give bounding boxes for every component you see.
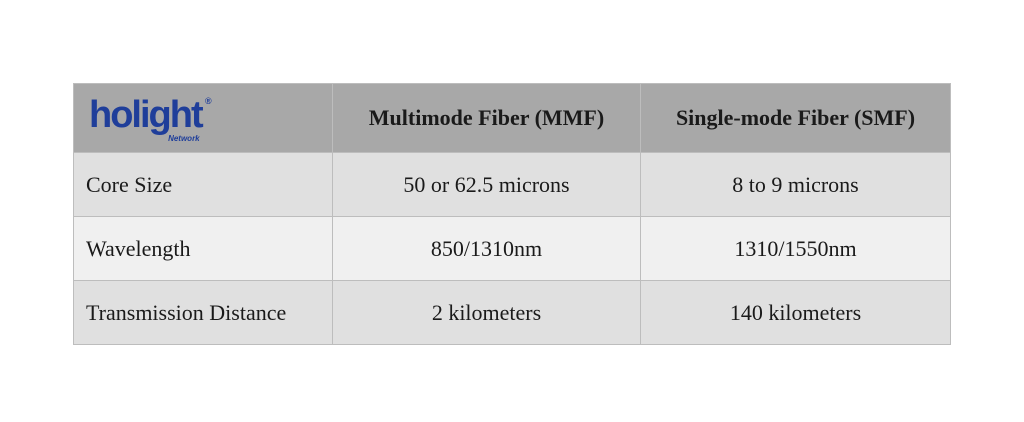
table-cell: 50 or 62.5 microns: [332, 152, 641, 217]
logo-mark: ®: [204, 95, 212, 106]
header-row: holight ® Network Multimode Fiber (MMF) …: [73, 83, 951, 153]
table-cell: 1310/1550nm: [640, 216, 951, 281]
logo-subtext: Network: [168, 133, 200, 143]
row-label: Core Size: [73, 152, 333, 217]
logo-cell: holight ® Network: [73, 83, 333, 153]
logo-text: holight: [89, 93, 204, 136]
row-label: Wavelength: [73, 216, 333, 281]
row-label: Transmission Distance: [73, 280, 333, 345]
header-cell: Multimode Fiber (MMF): [332, 83, 641, 153]
logo: holight ® Network: [89, 93, 212, 143]
table-cell: 850/1310nm: [332, 216, 641, 281]
table-cell: 2 kilometers: [332, 280, 641, 345]
table-cell: 140 kilometers: [640, 280, 951, 345]
comparison-table: holight ® Network Multimode Fiber (MMF) …: [73, 83, 951, 345]
header-cell: Single-mode Fiber (SMF): [640, 83, 951, 153]
table-cell: 8 to 9 microns: [640, 152, 951, 217]
table-row: Core Size 50 or 62.5 microns 8 to 9 micron…: [73, 152, 951, 217]
table-row: Transmission Distance 2 kilometers 140 kil…: [73, 280, 951, 345]
table-row: Wavelength 850/1310nm 1310/1550nm: [73, 216, 951, 281]
